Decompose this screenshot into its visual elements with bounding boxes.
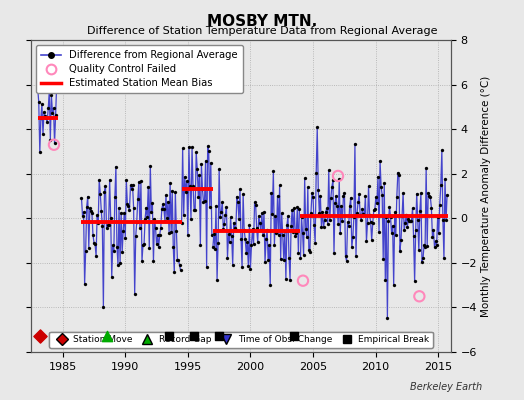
Difference from Regional Average <box>46 89 52 94</box>
Y-axis label: Monthly Temperature Anomaly Difference (°C): Monthly Temperature Anomaly Difference (… <box>481 75 491 317</box>
Difference from Regional Average <box>42 113 48 118</box>
Point <box>299 278 307 284</box>
Point <box>334 173 342 179</box>
Difference from Regional Average <box>40 132 46 136</box>
Point <box>190 333 198 340</box>
Difference from Regional Average <box>35 86 41 91</box>
Difference from Regional Average <box>53 82 60 87</box>
Difference from Regional Average <box>37 150 43 155</box>
Line: Difference from Regional Average: Difference from Regional Average <box>36 83 58 154</box>
Difference from Regional Average <box>45 106 51 111</box>
Difference from Regional Average <box>38 116 44 120</box>
Difference from Regional Average <box>51 141 58 146</box>
Difference from Regional Average <box>36 100 42 104</box>
Text: Difference of Station Temperature Data from Regional Average: Difference of Station Temperature Data f… <box>87 26 437 36</box>
Point <box>415 293 423 300</box>
Difference from Regional Average <box>47 137 53 142</box>
Point <box>102 333 111 340</box>
Point <box>50 142 58 148</box>
Difference from Regional Average <box>48 93 54 98</box>
Point <box>290 333 298 340</box>
Legend: Station Move, Record Gap, Time of Obs. Change, Empirical Break: Station Move, Record Gap, Time of Obs. C… <box>49 332 433 348</box>
Point <box>215 333 223 340</box>
Difference from Regional Average <box>50 106 57 110</box>
Point <box>36 333 45 340</box>
Difference from Regional Average <box>44 120 50 124</box>
Text: MOSBY MTN.: MOSBY MTN. <box>207 14 317 29</box>
Difference from Regional Average <box>41 110 47 114</box>
Difference from Regional Average <box>49 110 56 115</box>
Difference from Regional Average <box>43 116 49 120</box>
Text: Berkeley Earth: Berkeley Earth <box>410 382 482 392</box>
Difference from Regional Average <box>39 102 45 106</box>
Point <box>165 333 173 340</box>
Difference from Regional Average <box>52 112 59 117</box>
